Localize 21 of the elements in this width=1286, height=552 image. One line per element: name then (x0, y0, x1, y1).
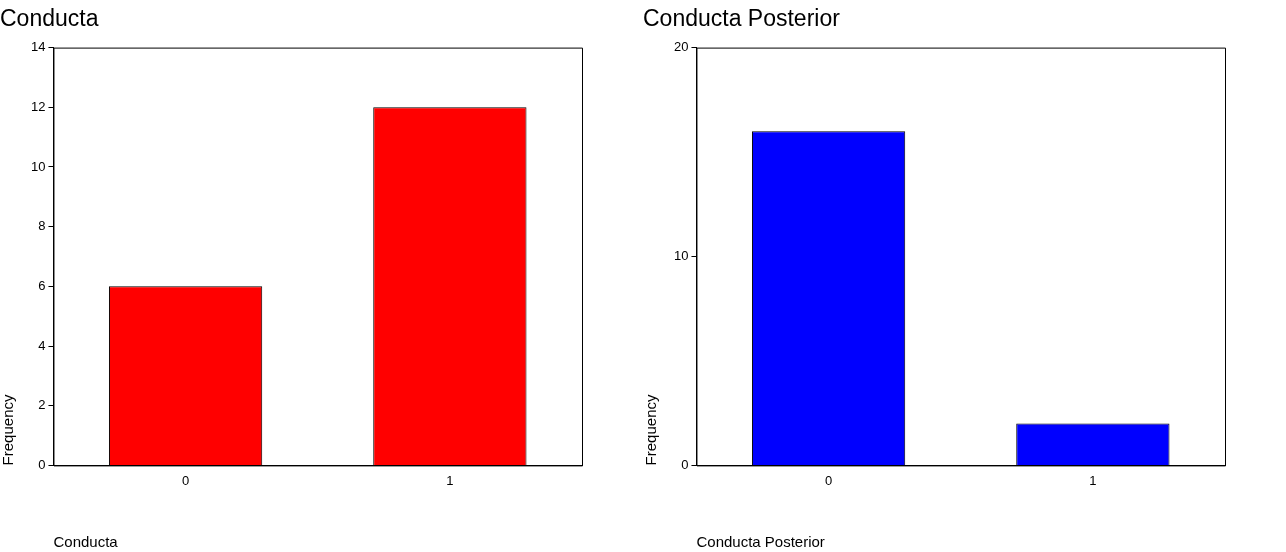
y-tick-label: 8 (38, 218, 46, 234)
chart-title: Conducta (0, 5, 99, 32)
x-tick-label: 0 (181, 472, 190, 488)
y-axis-title: Frequency (642, 394, 660, 466)
y-tick-label: 6 (38, 277, 46, 293)
x-tick-label: 1 (446, 472, 454, 488)
chart-title: Conducta Posterior (643, 5, 841, 32)
y-tick-label: 2 (38, 397, 46, 413)
y-tick-label: 0 (38, 456, 46, 472)
y-tick-label: 10 (30, 158, 46, 174)
x-tick-label: 1 (1089, 472, 1097, 488)
y-tick-label: 14 (30, 39, 46, 55)
y-tick-label: 0 (681, 456, 689, 472)
x-axis-title: Conducta (53, 533, 119, 551)
y-tick-label: 4 (38, 337, 46, 353)
y-tick-label: 10 (673, 248, 689, 264)
y-axis-title: Frequency (0, 394, 17, 466)
x-tick-label: 0 (824, 472, 833, 488)
x-axis-title: Conducta Posterior (696, 533, 825, 551)
y-tick-label: 20 (673, 39, 689, 55)
y-tick-label: 12 (30, 98, 46, 114)
